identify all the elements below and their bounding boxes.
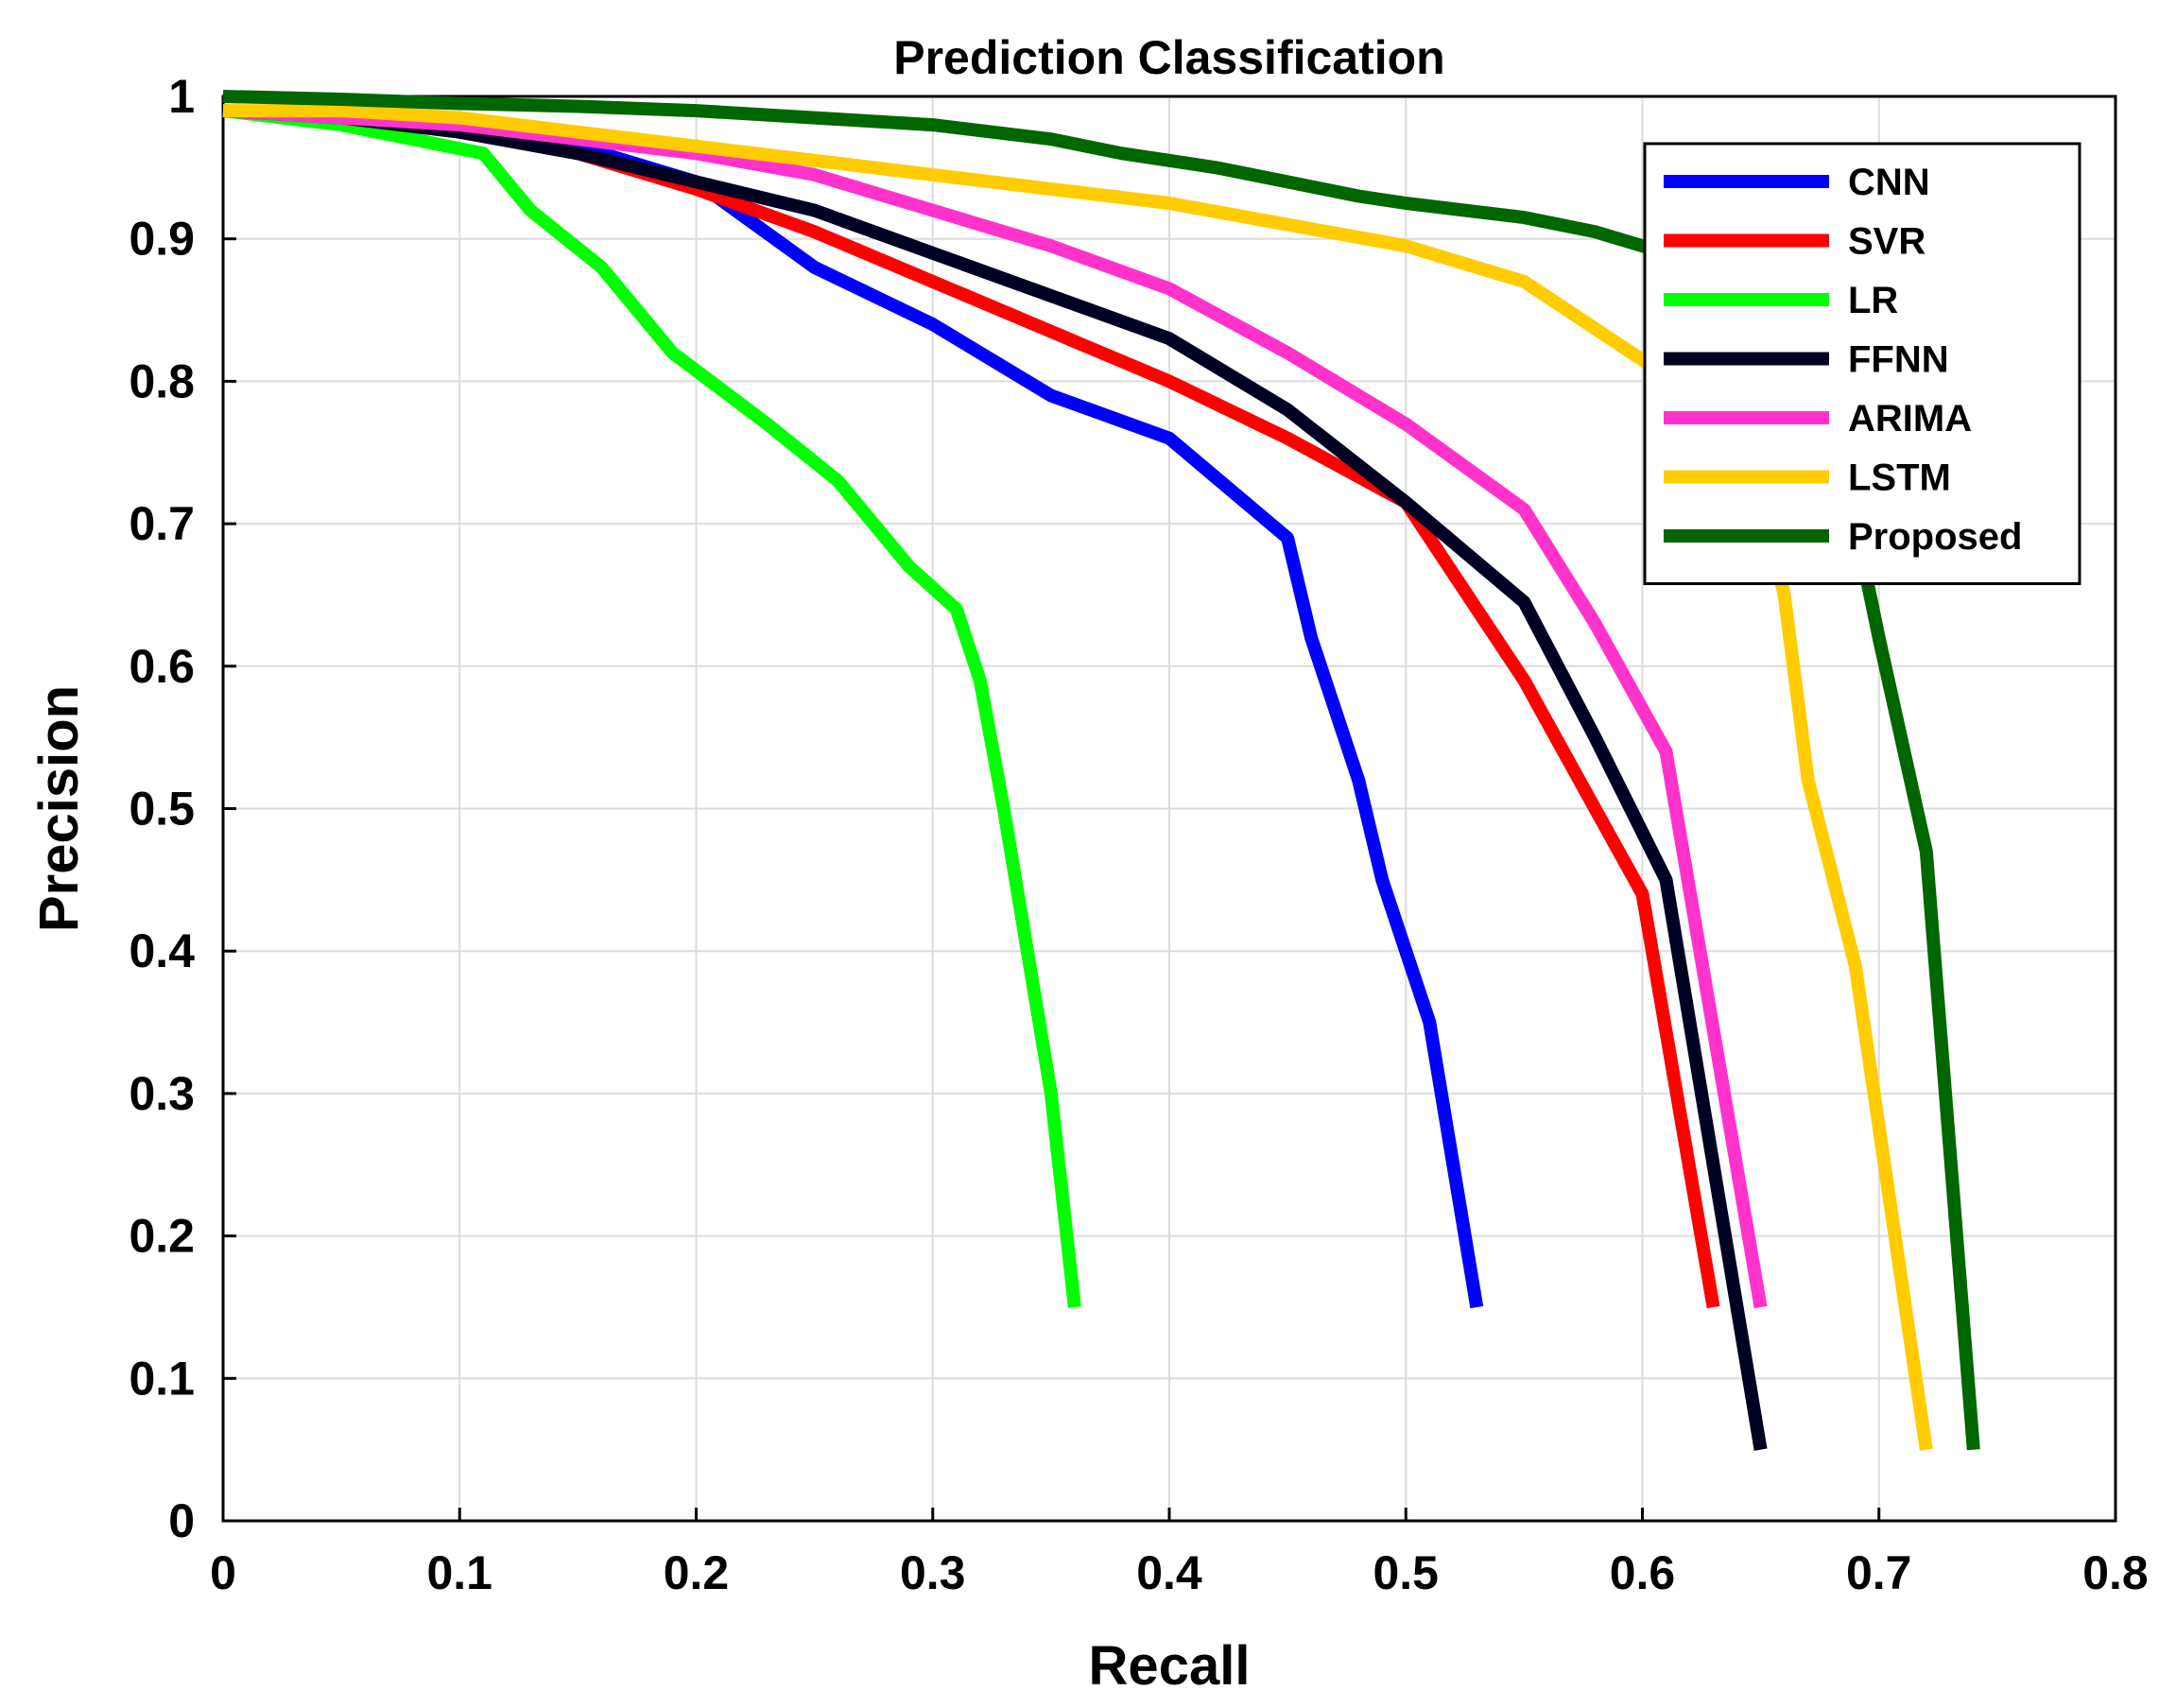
legend-label-arima: ARIMA (1848, 398, 1972, 440)
series-line-arima (222, 104, 1768, 1309)
legend: CNN SVR LR FFNN ARIMA LSTM Proposed (1643, 142, 2081, 585)
x-axis-label: Recall (1089, 1635, 1251, 1697)
x-tick-label: 0.6 (1610, 1546, 1676, 1599)
x-tick-label: 0.8 (2082, 1546, 2149, 1599)
chart-title: Prediction Classification (893, 31, 1444, 84)
x-tick-label: 0.5 (1373, 1546, 1439, 1599)
y-tick-label: 1 (168, 70, 195, 123)
y-tick-label: 0.4 (129, 924, 195, 977)
y-tick-label: 0.6 (129, 640, 195, 693)
legend-label-svr: SVR (1848, 221, 1926, 263)
legend-label-ffnn: FFNN (1848, 339, 1949, 381)
x-tick-label: 0.1 (426, 1546, 492, 1599)
x-tick-label: 0.7 (1846, 1546, 1912, 1599)
series-line-ffnn (222, 104, 1768, 1451)
y-tick-label: 0.3 (129, 1067, 195, 1120)
y-tick-label: 0.8 (129, 354, 195, 407)
legend-label-lr: LR (1848, 280, 1898, 321)
y-tick-label: 0.9 (129, 213, 195, 266)
y-tick-label: 0.5 (129, 783, 195, 836)
series-line-lr (222, 104, 1081, 1308)
y-tick-label: 0.1 (129, 1352, 195, 1405)
y-tick-label: 0.7 (129, 497, 195, 550)
x-tick-label: 0 (210, 1546, 236, 1599)
x-tick-label: 0.3 (900, 1546, 966, 1599)
series-line-svr (222, 104, 1720, 1309)
ticks: 0 0.1 0.2 0.3 0.4 0.5 0.6 0.7 0.8 0 0.1 0.2 0.3 0.4 0.… (129, 70, 2148, 1599)
x-tick-label: 0.4 (1136, 1546, 1202, 1599)
x-tick-label: 0.2 (664, 1546, 730, 1599)
legend-label-proposed: Proposed (1848, 516, 2022, 558)
y-tick-label: 0.2 (129, 1210, 195, 1263)
y-tick-label: 0 (168, 1494, 195, 1547)
series-line-cnn (222, 104, 1484, 1309)
legend-label-lstm: LSTM (1848, 457, 1951, 499)
legend-label-cnn: CNN (1848, 162, 1930, 203)
y-axis-label: Precision (28, 685, 90, 932)
